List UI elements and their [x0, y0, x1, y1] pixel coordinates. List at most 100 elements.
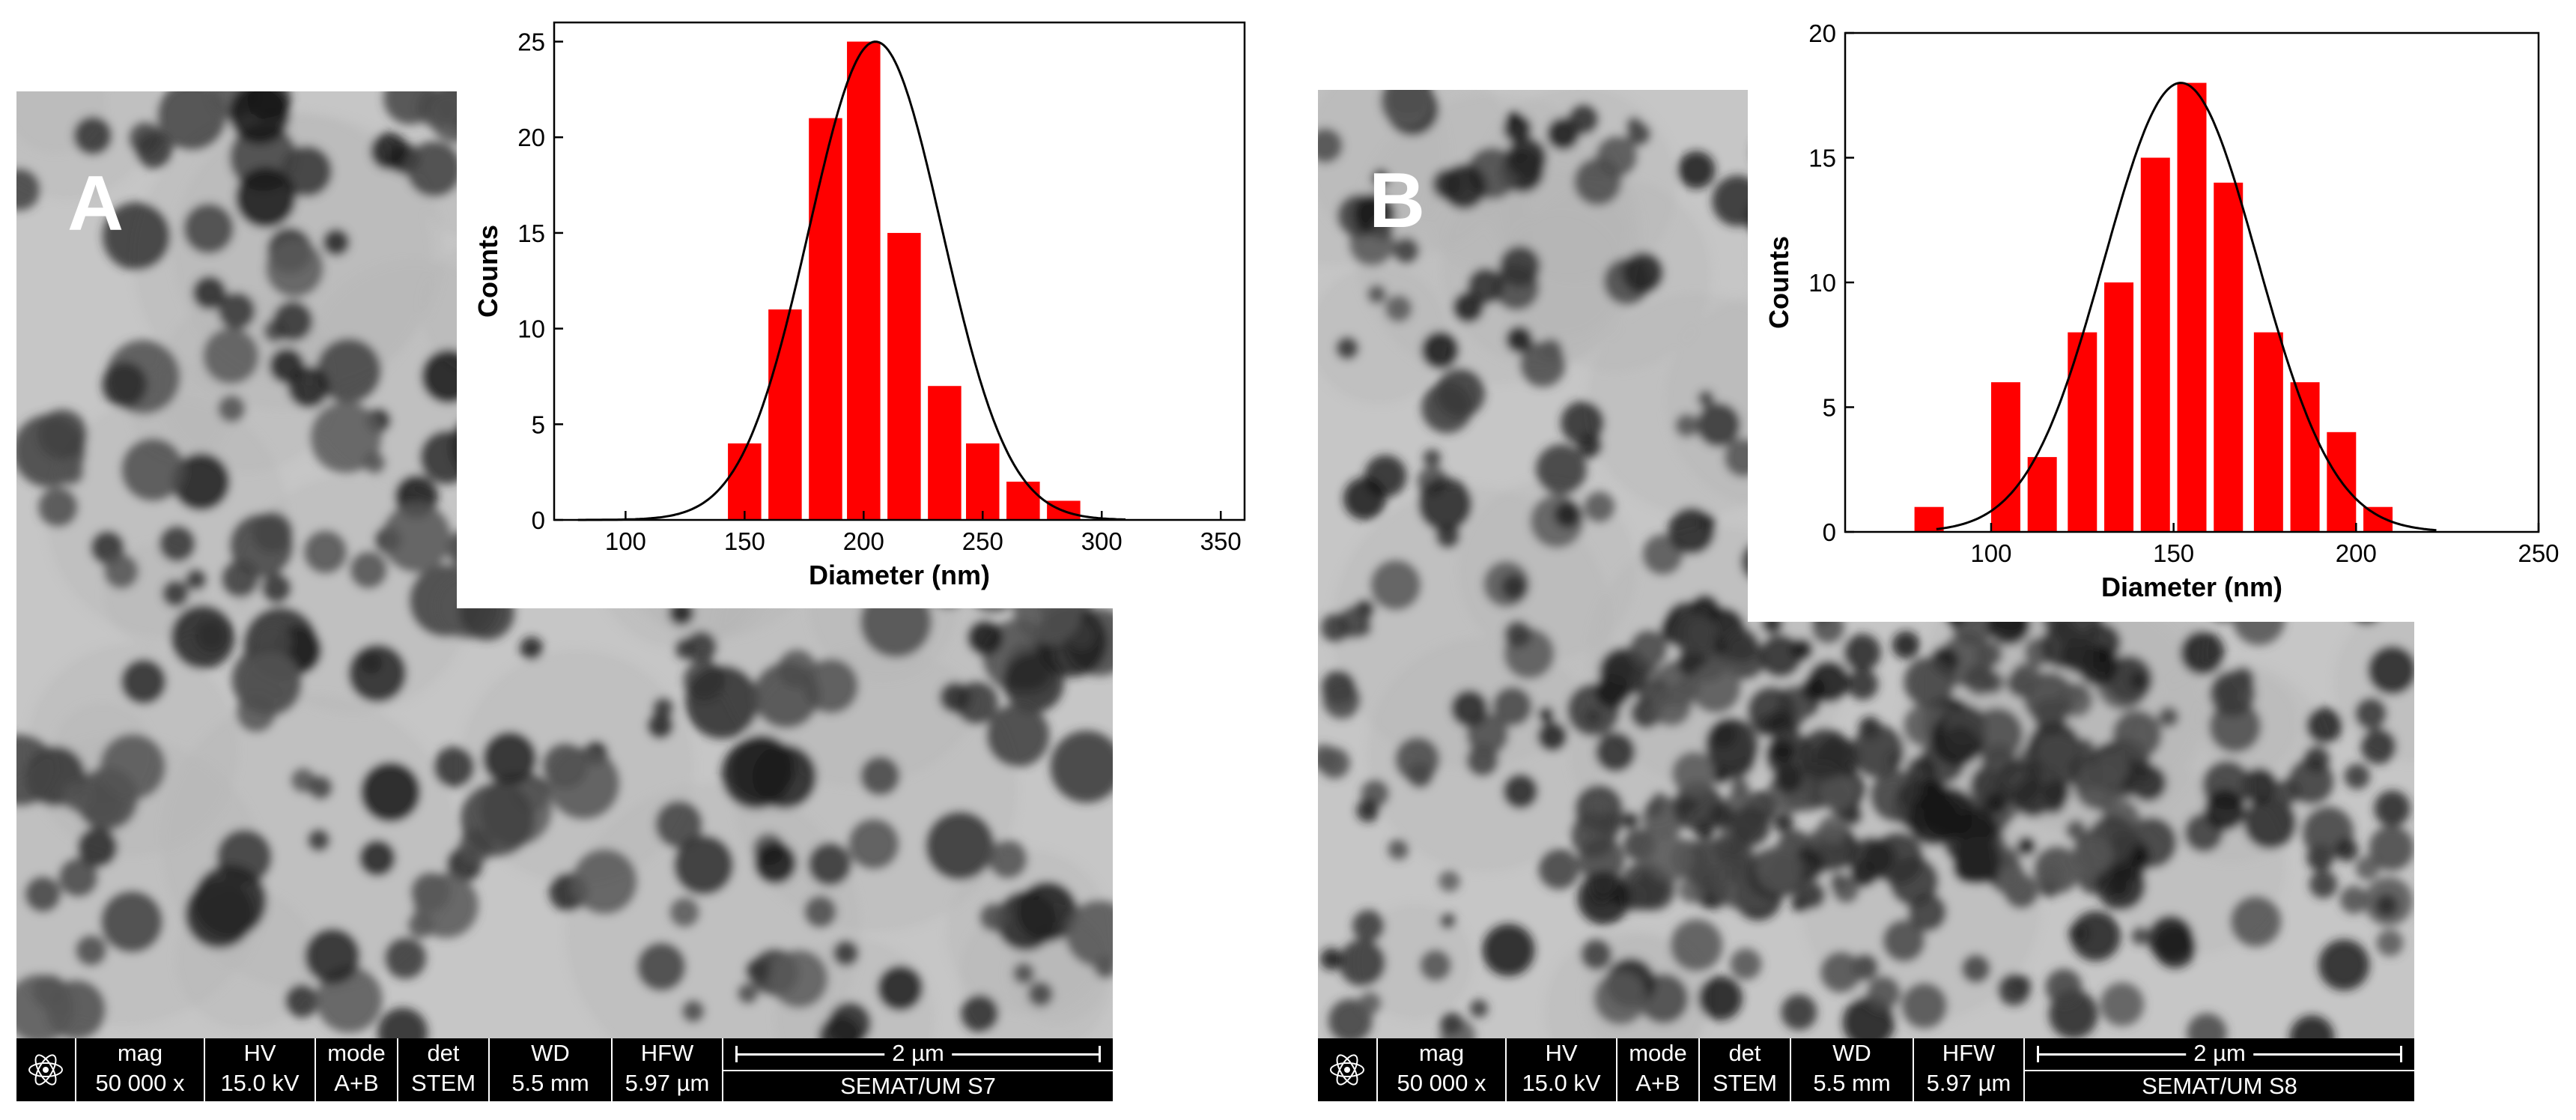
det-label: det	[427, 1040, 460, 1066]
y-tick-label: 5	[532, 411, 545, 438]
hfw-value: 5.97 µm	[1926, 1070, 2011, 1096]
scale-bar-left-tick	[735, 1046, 738, 1062]
fei-logo-icon	[16, 1038, 76, 1101]
sample-label: SEMAT/UM S7	[840, 1073, 996, 1099]
histogram-chart-a: 100 150 200 250 300 350 0 5 10 15 20 25 Diameter (nm…	[473, 21, 1246, 590]
x-tick-label: 100	[1970, 539, 2011, 567]
y-tick-label: 0	[532, 506, 545, 534]
databar-mag: mag 50 000 x	[1378, 1038, 1507, 1101]
y-axis-title: Counts	[1764, 236, 1794, 329]
databar-hfw: HFW 5.97 µm	[613, 1038, 723, 1101]
mode-label: mode	[1629, 1040, 1687, 1066]
sem-databar-a: mag 50 000 x HV 15.0 kV mode A+B det STE…	[16, 1038, 1113, 1101]
y-tick-label: 0	[1823, 518, 1836, 546]
mode-value: A+B	[334, 1070, 379, 1096]
histogram-bar	[2253, 332, 2283, 532]
databar-hv: HV 15.0 kV	[205, 1038, 316, 1101]
mag-value: 50 000 x	[1397, 1070, 1486, 1096]
histogram-bar	[728, 443, 762, 520]
x-axis-title: Diameter (nm)	[809, 560, 990, 590]
x-tick-label: 300	[1081, 527, 1123, 555]
mag-label: mag	[1418, 1040, 1465, 1066]
y-tick-label: 20	[517, 124, 545, 151]
wd-label: WD	[1832, 1040, 1871, 1066]
x-tick-label: 200	[2336, 539, 2377, 567]
databar-det: det STEM	[398, 1038, 490, 1101]
y-tick-label: 25	[517, 28, 545, 56]
x-tick-label: 250	[2518, 539, 2559, 567]
y-axis-title: Counts	[473, 225, 503, 318]
histogram-bar	[2104, 282, 2134, 532]
databar-scale: 2 µm SEMAT/UM S7	[723, 1038, 1113, 1101]
databar-mag: mag 50 000 x	[76, 1038, 205, 1101]
y-tick-label: 15	[517, 220, 545, 247]
histogram-bar	[768, 309, 802, 520]
hv-value: 15.0 kV	[220, 1070, 300, 1096]
histogram-bar	[1006, 481, 1040, 520]
x-tick-label: 200	[843, 527, 884, 555]
det-label: det	[1728, 1040, 1761, 1066]
databar-hfw: HFW 5.97 µm	[1914, 1038, 2025, 1101]
histogram-bar	[2140, 157, 2170, 532]
histogram-bar	[966, 443, 1000, 520]
wd-value: 5.5 mm	[511, 1070, 589, 1096]
scale-bar-right-tick	[2400, 1046, 2402, 1062]
y-tick-label: 15	[1808, 145, 1836, 172]
scale-bar-label: 2 µm	[2186, 1040, 2253, 1067]
histogram-bar	[2290, 382, 2320, 532]
wd-value: 5.5 mm	[1813, 1070, 1891, 1096]
mag-value: 50 000 x	[95, 1070, 185, 1096]
scale-bar-left-tick	[2037, 1046, 2039, 1062]
x-tick-label: 350	[1200, 527, 1242, 555]
hv-value: 15.0 kV	[1522, 1070, 1601, 1096]
y-tick-label: 10	[1808, 269, 1836, 297]
scale-bar-right-tick	[1099, 1046, 1101, 1062]
x-tick-label: 150	[724, 527, 765, 555]
x-tick-label: 150	[2153, 539, 2194, 567]
gaussian-fit-curve	[577, 40, 1126, 521]
hv-label: HV	[243, 1040, 276, 1066]
databar-mode: mode A+B	[316, 1038, 398, 1101]
hfw-label: HFW	[640, 1040, 694, 1066]
panel-label-a: A	[67, 160, 124, 247]
histogram-bar	[1990, 382, 2020, 532]
histogram-bar	[928, 386, 962, 520]
y-tick-label: 10	[517, 315, 545, 343]
mode-label: mode	[327, 1040, 386, 1066]
y-tick-label: 20	[1808, 19, 1836, 47]
det-value: STEM	[1712, 1070, 1778, 1096]
y-tick-label: 5	[1823, 394, 1836, 422]
plot-frame	[553, 21, 1246, 521]
fei-logo-icon	[1318, 1038, 1378, 1101]
gaussian-fit-curve	[1936, 82, 2437, 532]
sample-label: SEMAT/UM S8	[2142, 1073, 2297, 1099]
databar-wd: WD 5.5 mm	[490, 1038, 613, 1101]
histogram-bar	[809, 118, 842, 520]
databar-det: det STEM	[1700, 1038, 1791, 1101]
databar-hv: HV 15.0 kV	[1507, 1038, 1617, 1101]
histogram-bar	[2068, 332, 2097, 532]
databar-scale: 2 µm SEMAT/UM S8	[2025, 1038, 2414, 1101]
histogram-bar	[887, 232, 921, 520]
histogram-bar	[2177, 82, 2207, 533]
hv-label: HV	[1545, 1040, 1578, 1066]
x-tick-label: 100	[605, 527, 646, 555]
x-tick-label: 250	[962, 527, 1003, 555]
wd-label: WD	[531, 1040, 570, 1066]
mode-value: A+B	[1635, 1070, 1680, 1096]
histogram-bar	[2027, 457, 2057, 532]
databar-wd: WD 5.5 mm	[1791, 1038, 1914, 1101]
det-value: STEM	[410, 1070, 476, 1096]
histogram-bar	[847, 41, 881, 521]
sem-databar-b: mag 50 000 x HV 15.0 kV mode A+B det STE…	[1318, 1038, 2414, 1101]
histogram-inset-b: 100 150 200 250 0 5 10 15 20 Diameter (nm) Counts	[1748, 0, 2576, 622]
mag-label: mag	[117, 1040, 163, 1066]
histogram-bar	[2214, 182, 2244, 533]
panel-label-b: B	[1369, 157, 1426, 244]
x-axis-title: Diameter (nm)	[2101, 572, 2282, 602]
hfw-label: HFW	[1942, 1040, 1996, 1066]
histogram-inset-a: 100 150 200 250 300 350 0 5 10 15 20 25 Diameter (nm…	[457, 0, 1273, 608]
histogram-chart-b: 100 150 200 250 0 5 10 15 20 Diameter (nm) Counts	[1764, 19, 2560, 602]
databar-mode: mode A+B	[1617, 1038, 1700, 1101]
hfw-value: 5.97 µm	[625, 1070, 710, 1096]
